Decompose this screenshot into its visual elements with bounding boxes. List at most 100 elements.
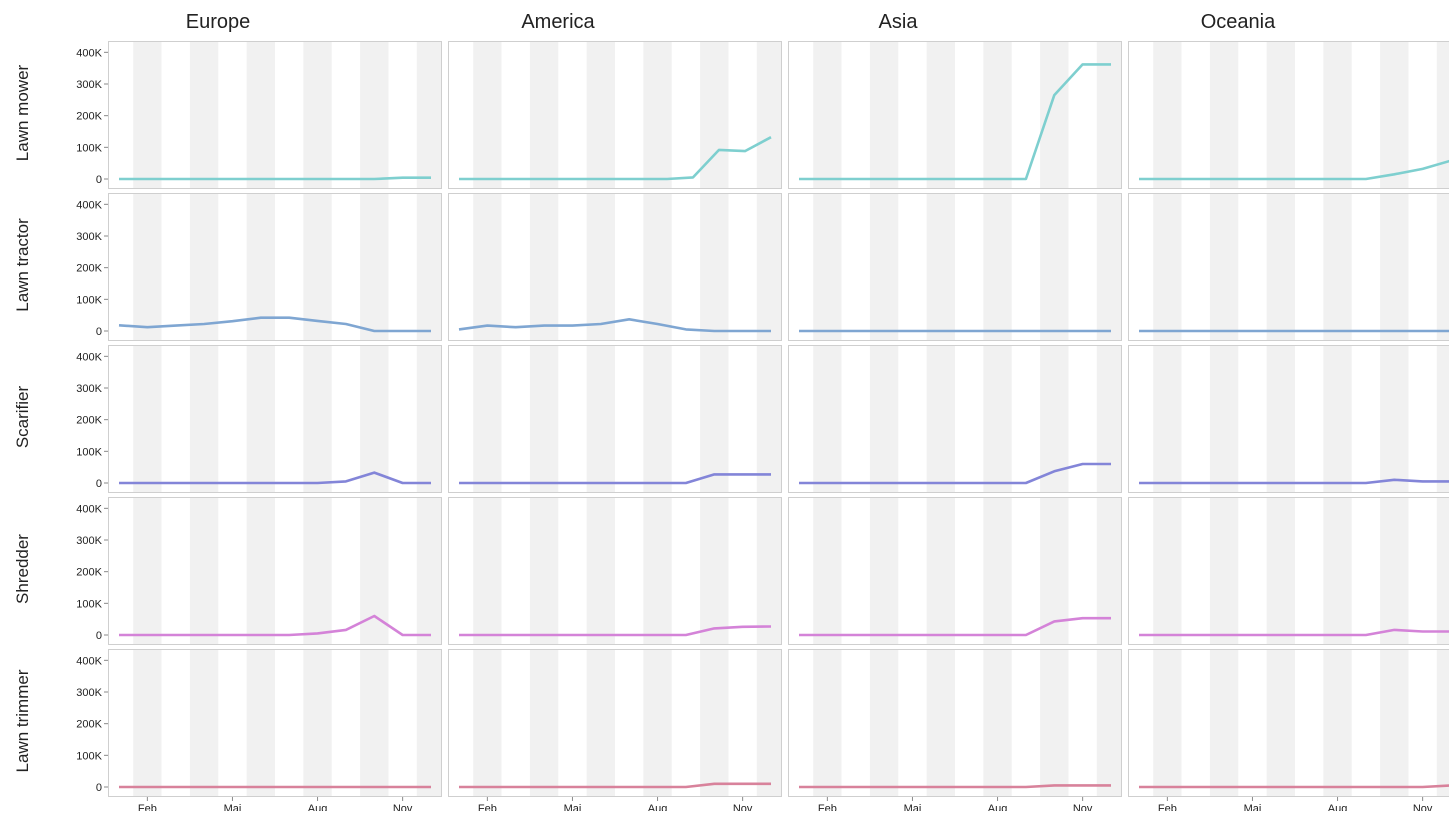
x-tick-label: Feb	[1158, 803, 1177, 811]
month-band	[700, 649, 728, 797]
y-tick-label: 100K	[76, 598, 102, 610]
month-band	[1437, 345, 1449, 493]
y-tick-label: 400K	[76, 655, 102, 667]
x-tick-label: Aug	[308, 803, 328, 811]
month-band	[927, 497, 955, 645]
month-band	[1210, 649, 1238, 797]
y-tick-label: 0	[96, 782, 102, 794]
month-band	[360, 193, 388, 341]
month-band	[417, 649, 442, 797]
month-band	[1380, 649, 1408, 797]
x-tick-label: Mai	[1244, 803, 1262, 811]
month-band	[247, 497, 275, 645]
panel-0-0	[108, 41, 442, 189]
month-band	[1097, 193, 1122, 341]
y-tick-label: 200K	[76, 263, 102, 275]
month-band	[530, 649, 558, 797]
month-band	[1153, 649, 1181, 797]
column-title-asia: Asia	[879, 11, 919, 33]
column-title-oceania: Oceania	[1201, 11, 1276, 33]
month-band	[870, 41, 898, 189]
month-band	[133, 497, 161, 645]
panel-2-3	[1128, 345, 1449, 493]
month-band	[530, 41, 558, 189]
y-tick-label: 400K	[76, 503, 102, 515]
month-band	[190, 41, 218, 189]
month-band	[417, 41, 442, 189]
month-band	[530, 193, 558, 341]
month-band	[1210, 41, 1238, 189]
month-band	[417, 193, 442, 341]
panel-0-1	[448, 41, 782, 189]
x-tick-label: Aug	[1328, 803, 1348, 811]
month-band	[1380, 345, 1408, 493]
x-tick-label: Aug	[988, 803, 1008, 811]
panel-1-0	[108, 193, 442, 341]
y-tick-label: 300K	[76, 383, 102, 395]
month-band	[1210, 345, 1238, 493]
month-band	[1097, 649, 1122, 797]
row-title-lawn-mower: Lawn mower	[13, 64, 32, 161]
month-band	[417, 497, 442, 645]
panel-2-1	[448, 345, 782, 493]
month-band	[587, 193, 615, 341]
month-band	[1210, 497, 1238, 645]
month-band	[360, 649, 388, 797]
month-band	[303, 649, 331, 797]
month-band	[927, 649, 955, 797]
x-tick-label: Nov	[1413, 803, 1433, 811]
month-band	[1153, 41, 1181, 189]
month-band	[303, 41, 331, 189]
panel-3-3	[1128, 497, 1449, 645]
month-band	[643, 193, 671, 341]
month-band	[757, 649, 782, 797]
month-band	[1323, 649, 1351, 797]
panel-4-1	[448, 649, 782, 797]
month-band	[927, 41, 955, 189]
y-tick-label: 100K	[76, 294, 102, 306]
month-band	[870, 497, 898, 645]
month-band	[643, 649, 671, 797]
x-tick-label: Nov	[393, 803, 413, 811]
x-tick-label: Nov	[733, 803, 753, 811]
month-band	[1267, 497, 1295, 645]
month-band	[587, 649, 615, 797]
month-band	[1097, 497, 1122, 645]
row-title-lawn-tractor: Lawn tractor	[13, 218, 32, 312]
month-band	[757, 193, 782, 341]
month-band	[870, 345, 898, 493]
y-tick-label: 300K	[76, 535, 102, 547]
y-tick-label: 0	[96, 630, 102, 642]
month-band	[587, 41, 615, 189]
month-band	[700, 345, 728, 493]
month-band	[1323, 345, 1351, 493]
y-tick-label: 100K	[76, 446, 102, 458]
panel-3-2	[788, 497, 1122, 645]
panel-4-3	[1128, 649, 1449, 797]
y-tick-label: 300K	[76, 79, 102, 91]
month-band	[813, 41, 841, 189]
month-band	[530, 345, 558, 493]
month-band	[643, 41, 671, 189]
panel-3-0	[108, 497, 442, 645]
y-tick-label: 0	[96, 478, 102, 490]
month-band	[360, 345, 388, 493]
month-band	[1097, 345, 1122, 493]
month-band	[1040, 41, 1068, 189]
month-band	[1153, 193, 1181, 341]
month-band	[473, 193, 501, 341]
month-band	[643, 497, 671, 645]
month-band	[360, 41, 388, 189]
y-tick-label: 0	[96, 174, 102, 186]
month-band	[1040, 193, 1068, 341]
month-band	[1267, 345, 1295, 493]
panel-0-3	[1128, 41, 1449, 189]
month-band	[1267, 649, 1295, 797]
month-band	[700, 497, 728, 645]
panel-1-2	[788, 193, 1122, 341]
month-band	[133, 193, 161, 341]
month-band	[247, 41, 275, 189]
panel-2-0	[108, 345, 442, 493]
month-band	[303, 497, 331, 645]
